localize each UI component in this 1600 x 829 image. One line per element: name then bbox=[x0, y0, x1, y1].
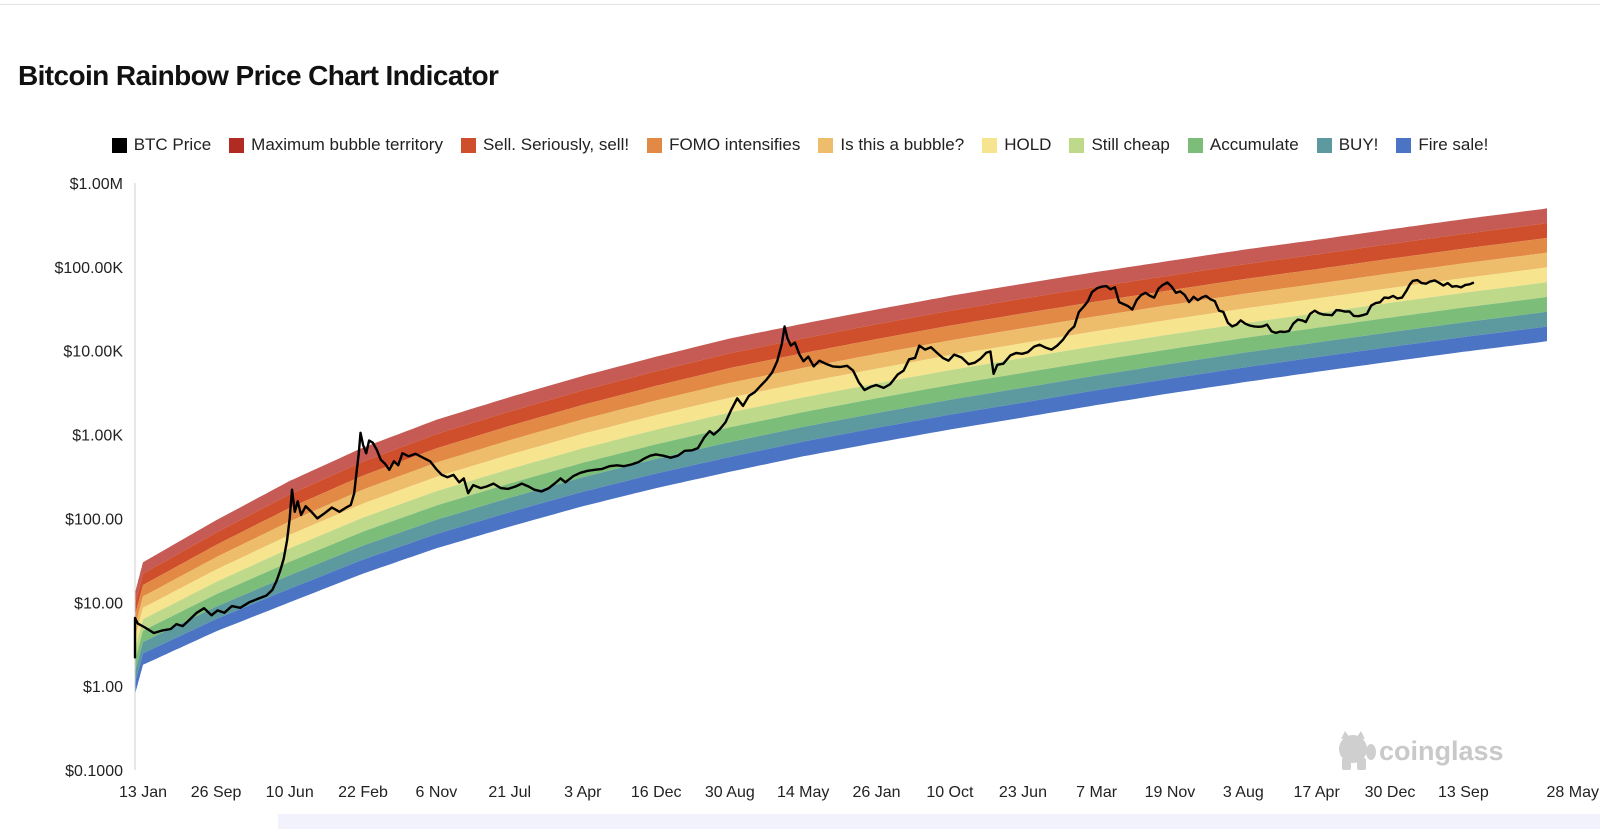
rainbow-band bbox=[135, 282, 1547, 695]
legend-item[interactable]: Sell. Seriously, sell! bbox=[460, 135, 630, 155]
y-tick-label: $100.00 bbox=[65, 511, 123, 528]
legend-swatch bbox=[111, 137, 127, 153]
x-tick-label: 26 Jan bbox=[853, 784, 901, 801]
rainbow-band bbox=[135, 202, 1547, 616]
rainbow-band bbox=[135, 191, 1547, 604]
legend-label: BUY! bbox=[1338, 135, 1379, 154]
y-tick-label: $10.00K bbox=[63, 344, 123, 361]
x-tick-label: 10 Oct bbox=[926, 784, 974, 801]
x-tick-label: 22 Feb bbox=[338, 784, 388, 801]
x-tick-label: 14 May bbox=[777, 784, 829, 801]
legend-item[interactable]: FOMO intensifies bbox=[647, 135, 800, 155]
x-tick-label: 3 Apr bbox=[564, 784, 602, 801]
watermark-text: coinglass bbox=[1379, 736, 1504, 766]
rainbow-bands bbox=[135, 191, 1547, 695]
chart-title: Bitcoin Rainbow Price Chart Indicator bbox=[18, 60, 499, 91]
legend-label: HOLD bbox=[1004, 135, 1052, 154]
legend-swatch bbox=[1316, 137, 1332, 153]
legend-label: Maximum bubble territory bbox=[251, 135, 443, 154]
legend-swatch bbox=[1396, 137, 1412, 153]
x-tick-label: 26 Sep bbox=[191, 784, 242, 801]
y-tick-label: $100.00K bbox=[54, 260, 123, 277]
x-tick-label: 13 Sep bbox=[1438, 784, 1489, 801]
legend-label: Fire sale! bbox=[1418, 135, 1489, 154]
legend-label: Sell. Seriously, sell! bbox=[482, 135, 630, 154]
legend-swatch bbox=[460, 137, 476, 153]
legend-label: FOMO intensifies bbox=[669, 135, 801, 154]
x-tick-label: 16 Dec bbox=[631, 784, 682, 801]
scroll-strip bbox=[278, 814, 1600, 829]
top-divider bbox=[0, 4, 1600, 5]
legend-swatch bbox=[1069, 137, 1085, 153]
x-tick-label: 13 Jan bbox=[119, 784, 167, 801]
x-tick-label: 21 Jul bbox=[488, 784, 531, 801]
legend-label: Accumulate bbox=[1209, 135, 1299, 154]
x-tick-label: 23 Jun bbox=[999, 784, 1047, 801]
x-tick-label: 7 Mar bbox=[1076, 784, 1118, 801]
legend-swatch bbox=[229, 137, 245, 153]
x-tick-label: 17 Apr bbox=[1294, 784, 1341, 801]
y-tick-label: $1.00M bbox=[70, 176, 123, 193]
legend-item[interactable]: Fire sale! bbox=[1396, 135, 1488, 155]
legend-item[interactable]: Still cheap bbox=[1069, 135, 1170, 155]
legend-swatch bbox=[647, 137, 663, 153]
y-axis-ticks: $1.00M $100.00K $10.00K $1.00K $100.00 $10.00… bbox=[54, 176, 123, 780]
y-tick-label: $1.00K bbox=[72, 428, 123, 445]
legend-swatch bbox=[1187, 137, 1203, 153]
x-tick-label: 6 Nov bbox=[416, 784, 458, 801]
chart-legend: BTC Price Maximum bubble territory Sell. S… bbox=[0, 135, 1600, 155]
legend-label: BTC Price bbox=[133, 135, 212, 154]
x-tick-label: 10 Jun bbox=[266, 784, 314, 801]
coinglass-logo-icon bbox=[1339, 731, 1376, 770]
rainbow-band bbox=[135, 270, 1547, 683]
legend-item[interactable]: BUY! bbox=[1316, 135, 1379, 155]
x-tick-label: 28 May bbox=[1547, 784, 1599, 801]
legend-swatch bbox=[818, 137, 834, 153]
legend-item[interactable]: BTC Price bbox=[111, 135, 212, 155]
y-tick-label: $1.00 bbox=[83, 679, 123, 696]
legend-label: Is this a bubble? bbox=[840, 135, 965, 154]
x-tick-label: 3 Aug bbox=[1223, 784, 1264, 801]
x-tick-label: 19 Nov bbox=[1145, 784, 1196, 801]
coinglass-watermark: coinglass bbox=[1339, 731, 1504, 770]
legend-label: Still cheap bbox=[1091, 135, 1170, 154]
y-tick-label: $10.00 bbox=[74, 595, 123, 612]
x-tick-label: 30 Aug bbox=[705, 784, 755, 801]
x-axis-ticks: 13 Jan 26 Sep 10 Jun 22 Feb 6 Nov 21 Jul 3 Apr… bbox=[119, 784, 1599, 801]
legend-item[interactable]: Accumulate bbox=[1187, 135, 1299, 155]
y-tick-label: $0.1000 bbox=[65, 763, 123, 780]
legend-item[interactable]: HOLD bbox=[982, 135, 1051, 155]
btc-price-series bbox=[133, 278, 1475, 659]
legend-item[interactable]: Maximum bubble territory bbox=[229, 135, 443, 155]
x-tick-label: 30 Dec bbox=[1365, 784, 1416, 801]
btc-price-line bbox=[133, 278, 1475, 659]
legend-item[interactable]: Is this a bubble? bbox=[818, 135, 964, 155]
legend-swatch bbox=[982, 137, 998, 153]
